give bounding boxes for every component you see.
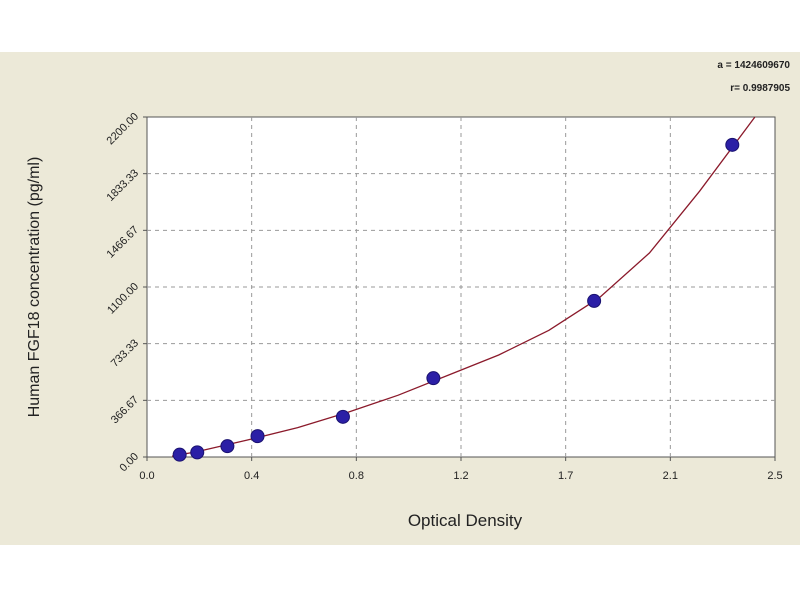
y-tick-label: 1100.00 bbox=[105, 281, 141, 317]
y-tick-label: 733.33 bbox=[109, 337, 141, 369]
x-axis-label: Optical Density bbox=[408, 511, 523, 530]
x-tick-label: 2.5 bbox=[767, 470, 782, 482]
data-points bbox=[172, 137, 740, 462]
annotation-r: r= 0.9987905 bbox=[730, 83, 790, 94]
y-tick-label: 2200.00 bbox=[105, 111, 142, 148]
fgf18-standard-curve-chart: 0.0 0.4 0.8 1.2 1.7 2.1 2.5 0.00 366.67 733.33 110… bbox=[26, 60, 790, 530]
x-tick-label: 0.4 bbox=[244, 470, 259, 482]
x-tick-label: 0.0 bbox=[139, 470, 154, 482]
y-tick-label: 366.67 bbox=[109, 394, 141, 426]
x-tick-label: 0.8 bbox=[349, 470, 364, 482]
y-tick-label: 1466.67 bbox=[105, 224, 142, 261]
chart-panel: 0.0 0.4 0.8 1.2 1.7 2.1 2.5 0.00 366.67 733.33 110… bbox=[0, 52, 800, 545]
fit-curve-layer bbox=[171, 116, 756, 457]
x-tick-label: 2.1 bbox=[663, 470, 678, 482]
data-point bbox=[426, 371, 441, 386]
grid-lines bbox=[147, 117, 775, 457]
data-point bbox=[190, 445, 205, 460]
x-tick-label: 1.2 bbox=[453, 470, 468, 482]
fit-curve bbox=[171, 116, 756, 457]
data-point bbox=[172, 447, 187, 462]
data-point bbox=[220, 439, 235, 454]
data-point bbox=[250, 429, 265, 444]
data-point bbox=[725, 137, 740, 152]
x-tick-label: 1.7 bbox=[558, 470, 573, 482]
y-axis-label: Human FGF18 concentration (pg/ml) bbox=[26, 157, 43, 418]
data-point bbox=[587, 293, 602, 308]
data-point bbox=[335, 409, 350, 424]
y-tick-label: 1833.33 bbox=[105, 167, 142, 204]
y-tick-label: 0.00 bbox=[117, 451, 141, 475]
annotation-a: a = 1424609670 bbox=[717, 60, 790, 71]
